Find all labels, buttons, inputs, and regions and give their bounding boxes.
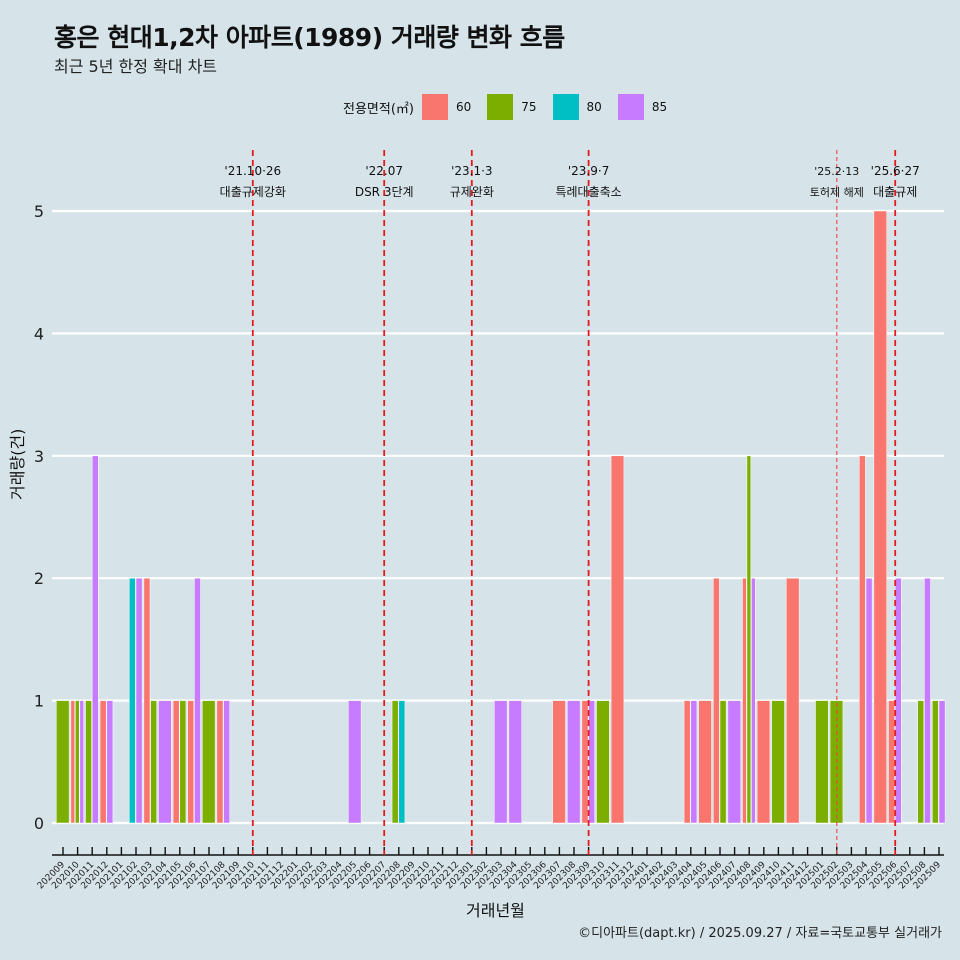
event-date: '23.9·7	[568, 164, 609, 178]
bar-60-202108	[216, 700, 224, 824]
bar-85-202303	[494, 700, 508, 824]
event-label: 규제완화	[450, 185, 494, 199]
bar-85-202205	[348, 700, 362, 824]
bar-60-202504	[859, 455, 866, 824]
legend-label-75: 75	[521, 100, 537, 114]
legend-label-60: 60	[455, 100, 472, 114]
bar-75-202508	[917, 700, 925, 824]
bar-60-202404	[683, 700, 691, 824]
event-label: 대출규제강화	[220, 185, 286, 199]
bar-85-202504	[865, 577, 873, 824]
bar-85-202106	[194, 577, 201, 824]
bar-85-202408	[751, 577, 756, 824]
bar-85-202104	[158, 700, 172, 824]
bar-75-202011	[85, 700, 92, 824]
bar-75-202408	[746, 455, 752, 824]
bar-75-202501	[815, 700, 829, 824]
bar-85-202010	[79, 700, 84, 824]
y-tick-label: 5	[34, 202, 44, 221]
event-date: '25.6·27	[871, 164, 920, 178]
bar-60-202506	[888, 700, 895, 824]
event-date: '22.07	[365, 164, 403, 178]
bar-60-202406	[713, 577, 720, 824]
event-label: 대출규제	[873, 185, 917, 199]
bar-60-202409	[756, 700, 771, 824]
chart-subtitle: 최근 5년 한정 확대 차트	[54, 57, 218, 76]
bar-85-202508	[924, 577, 931, 824]
x-axis-title: 거래년월	[466, 901, 525, 920]
bar-75-202310	[596, 700, 610, 824]
bar-85-202012	[106, 700, 114, 824]
bar-85-202011	[91, 455, 99, 824]
bar-75-202406	[719, 700, 727, 824]
bar-75-202208	[391, 700, 399, 824]
bar-60-202411	[786, 577, 800, 824]
bar-75-202410	[771, 700, 785, 824]
bar-85-202304	[508, 700, 522, 824]
bar-85-202308	[567, 700, 581, 824]
bar-60-202307	[552, 700, 566, 824]
event-label: 토허제 해제	[810, 185, 864, 199]
bar-75-202105	[179, 700, 187, 824]
source-credit: ©디아파트(dapt.kr) / 2025.09.27 / 자료=국토교통부 실…	[578, 926, 942, 941]
legend: 전용면적(㎡) 60 75 80 85	[343, 93, 683, 121]
y-tick-label: 1	[34, 692, 44, 711]
bar-60-202505	[873, 210, 887, 824]
bar-60-202311	[610, 455, 625, 824]
bar-80-202208	[398, 700, 406, 824]
bar-85-202102	[135, 577, 143, 824]
legend-key-85	[617, 94, 644, 120]
bar-60-202309	[581, 700, 589, 824]
y-tick-label: 0	[34, 814, 44, 833]
legend-label-85: 85	[651, 100, 668, 114]
chart-title: 홍은 현대1,2차 아파트(1989) 거래량 변화 흐름	[54, 23, 565, 52]
bar-60-202405	[698, 700, 712, 824]
bar-60-202105	[172, 700, 180, 824]
bar-60-202010	[70, 700, 76, 824]
event-date: '25.2·13	[814, 165, 859, 178]
bar-75-202009	[56, 700, 70, 824]
y-axis-title: 거래량(건)	[8, 428, 27, 500]
event-date: '23.1·3	[451, 164, 492, 178]
bar-60-202012	[99, 700, 107, 824]
bar-75-202107	[202, 700, 216, 824]
bar-80-202102	[129, 577, 136, 824]
bar-60-202103	[143, 577, 151, 824]
y-tick-label: 3	[34, 447, 44, 466]
event-label: 특례대출축소	[555, 185, 621, 199]
legend-key-75	[487, 94, 514, 120]
y-tick-label: 2	[34, 569, 44, 588]
y-tick-label: 4	[34, 324, 44, 343]
legend-key-80	[552, 94, 579, 120]
bar-85-202404	[690, 700, 698, 824]
bar-85-202506	[894, 577, 902, 824]
legend-key-60	[421, 94, 448, 120]
bar-85-202108	[223, 700, 230, 824]
bar-75-202509	[932, 700, 939, 824]
bar-85-202309	[588, 700, 595, 824]
bar-60-202106	[187, 700, 195, 824]
bar-85-202407	[727, 700, 741, 824]
bar-85-202509	[938, 700, 946, 824]
bar-75-202103	[150, 700, 157, 824]
bar-60-202408	[742, 577, 747, 824]
bar-75-202010	[75, 700, 80, 824]
event-label: DSR 3단계	[355, 185, 414, 199]
legend-title: 전용면적(㎡)	[343, 101, 414, 117]
event-date: '21.10·26	[224, 164, 281, 178]
legend-label-80: 80	[586, 100, 602, 114]
